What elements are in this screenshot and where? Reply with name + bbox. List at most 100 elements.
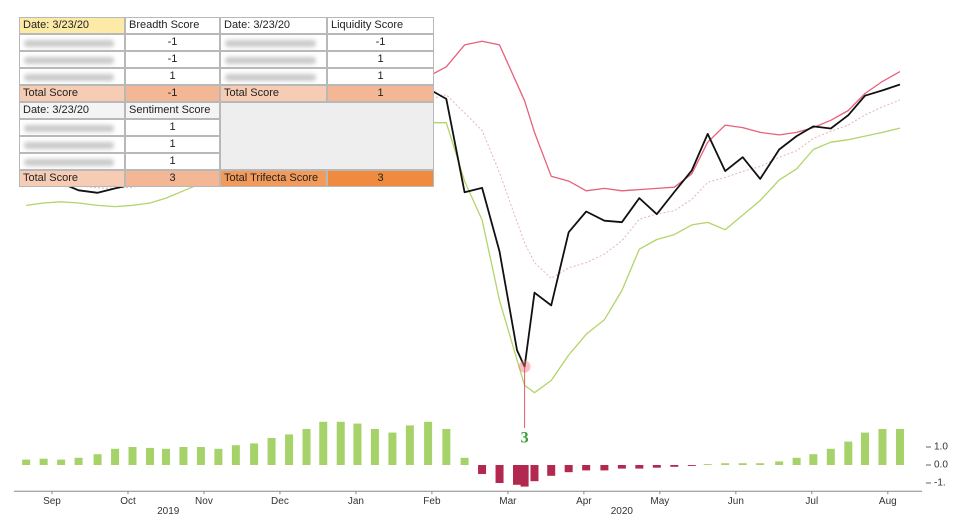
oscillator-bar [179,447,188,465]
blur [24,142,114,149]
blur [225,57,316,64]
oscillator-bar [370,429,379,465]
blur [24,159,114,166]
oscillator-bar [22,459,31,465]
x-tick-label: Feb [423,496,441,507]
table-cell: -1 [125,85,220,102]
table-cell: Date: 3/23/20 [19,102,125,119]
blurred-cell [19,51,125,68]
table-cell: 1 [125,136,220,153]
blur [24,57,114,64]
x-tick-label: May [650,496,669,507]
x-tick-label: Nov [195,496,213,507]
table-cell: -1 [125,34,220,51]
oscillator-bar [600,465,609,471]
oscillator-bar [405,425,414,465]
oscillator-bar [895,429,904,465]
year-label: 2020 [611,506,634,515]
oscillator-bar [775,461,784,465]
table-cell: Total Trifecta Score [220,170,327,187]
oscillator-bar [93,454,102,465]
x-tick-label: Apr [576,496,592,507]
annotation: 3 [521,430,529,447]
table-cell: 1 [327,68,434,85]
table-cell: -1 [327,34,434,51]
oscillator-bar [738,463,747,465]
table-cell: Date: 3/23/20 [19,17,125,34]
blur [24,40,114,47]
oscillator-bar [826,448,835,465]
blurred-cell [220,51,327,68]
oscillator-bar [302,429,311,465]
x-tick-label: Dec [271,496,289,507]
y-tick-label: 1.0 [934,442,948,453]
table-cell: Liquidity Score [327,17,434,34]
oscillator-bar [617,465,626,469]
y-tick-label: -1. [934,478,946,489]
oscillator-bar [250,443,259,465]
oscillator-bar [495,465,504,483]
table-cell: Date: 3/23/20 [220,17,327,34]
table-cell: Total Score [19,85,125,102]
blurred-cell [19,136,125,153]
blurred-cell [220,34,327,51]
year-label: 2019 [157,506,180,515]
oscillator-bar [128,447,137,465]
oscillator-bar [844,441,853,465]
blurred-cell [19,119,125,136]
empty-block [220,102,434,170]
oscillator-bar [547,465,556,476]
x-tick-label: Jul [805,496,818,507]
table-cell: 3 [327,170,434,187]
oscillator-bar [878,429,887,465]
oscillator-bar [353,423,362,465]
table-cell: 1 [125,68,220,85]
table-cell: Total Score [220,85,327,102]
oscillator-bar [267,438,276,465]
oscillator-bar [214,448,223,465]
oscillator-bar [582,465,591,471]
blur [225,74,316,81]
oscillator-bar [652,465,661,468]
blurred-cell [19,153,125,170]
band-line [26,122,901,394]
oscillator-bar [57,459,66,465]
oscillator-bar [861,432,870,465]
oscillator-bar [161,448,170,465]
oscillator-bar [809,454,818,465]
x-tick-label: Sep [43,496,61,507]
oscillator-bar [285,434,294,465]
oscillator-bar [460,457,469,465]
oscillator-bar [146,447,155,465]
oscillator-bar [792,457,801,465]
table-cell: 1 [327,85,434,102]
table-cell: 3 [125,170,220,187]
blurred-cell [19,34,125,51]
table-cell: 1 [125,119,220,136]
table-cell: Total Score [19,170,125,187]
oscillator-bar [703,464,712,465]
x-tick-label: Mar [499,496,517,507]
table-cell: -1 [125,51,220,68]
table-cell: Breadth Score [125,17,220,34]
x-tick-label: Oct [120,496,136,507]
oscillator-bar [564,465,573,473]
oscillator-bar [478,465,487,474]
oscillator-bar [687,465,696,466]
table-cell: 1 [125,153,220,170]
score-table: Date: 3/23/20 Breadth Score Date: 3/23/20 L… [19,17,434,187]
y-tick-label: 0.0 [934,460,948,471]
oscillator-bar [635,465,644,469]
oscillator-bar [196,447,205,465]
oscillator-bar [670,465,679,467]
oscillator-bar [756,463,765,465]
oscillator-bar [388,432,397,465]
table-cell: 1 [327,51,434,68]
oscillator-bar [424,421,433,465]
blurred-cell [220,68,327,85]
oscillator-bar [336,421,345,465]
oscillator-bar [39,458,48,465]
x-tick-label: Jan [348,496,364,507]
